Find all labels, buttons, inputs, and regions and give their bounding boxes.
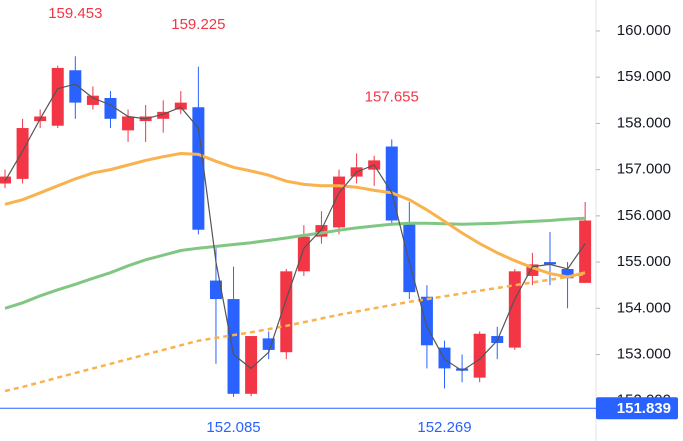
candle-body bbox=[157, 111, 170, 119]
y-tick-label: 157.000 bbox=[617, 161, 671, 178]
candle-body bbox=[561, 269, 574, 279]
candle-body bbox=[297, 236, 310, 272]
candle-body bbox=[508, 271, 521, 348]
moving-average-line bbox=[4, 216, 586, 310]
high-label: 159.453 bbox=[48, 5, 102, 22]
last-price-box bbox=[596, 397, 678, 420]
candle-body bbox=[262, 338, 275, 350]
moving-average-line bbox=[4, 83, 586, 372]
candle-body bbox=[122, 116, 135, 131]
y-tick-label: 156.000 bbox=[617, 207, 671, 224]
last-price-label: 151.839 bbox=[617, 400, 671, 417]
candle-body bbox=[16, 128, 29, 179]
candle-body bbox=[526, 264, 539, 276]
candle-body bbox=[543, 262, 556, 265]
candle-body bbox=[104, 97, 117, 119]
candle-body bbox=[473, 333, 486, 378]
candle-body bbox=[385, 146, 398, 221]
candle-body bbox=[315, 225, 328, 237]
candle-body bbox=[420, 296, 433, 346]
low-label: 152.085 bbox=[206, 419, 260, 436]
candle-body bbox=[174, 102, 187, 110]
y-tick-label: 160.000 bbox=[617, 22, 671, 39]
y-tick-label: 154.000 bbox=[617, 299, 671, 316]
low-label: 152.269 bbox=[417, 419, 471, 436]
candle-body bbox=[209, 280, 222, 300]
y-tick-label: 158.000 bbox=[617, 114, 671, 131]
candle-body bbox=[579, 220, 592, 283]
candle-body bbox=[403, 222, 416, 293]
candle-body bbox=[245, 336, 258, 394]
candle-body bbox=[456, 368, 469, 371]
candle-body bbox=[51, 67, 64, 126]
candle-body bbox=[192, 107, 205, 230]
high-label: 159.225 bbox=[171, 16, 225, 33]
y-tick-label: 155.000 bbox=[617, 253, 671, 270]
candle-body bbox=[86, 95, 99, 105]
candle-body bbox=[69, 70, 82, 103]
candle-body bbox=[227, 299, 240, 394]
y-tick-label: 159.000 bbox=[617, 68, 671, 85]
high-label: 157.655 bbox=[365, 88, 419, 105]
y-tick-label: 153.000 bbox=[617, 346, 671, 363]
moving-average-line bbox=[4, 151, 586, 279]
moving-average-line bbox=[4, 272, 586, 393]
